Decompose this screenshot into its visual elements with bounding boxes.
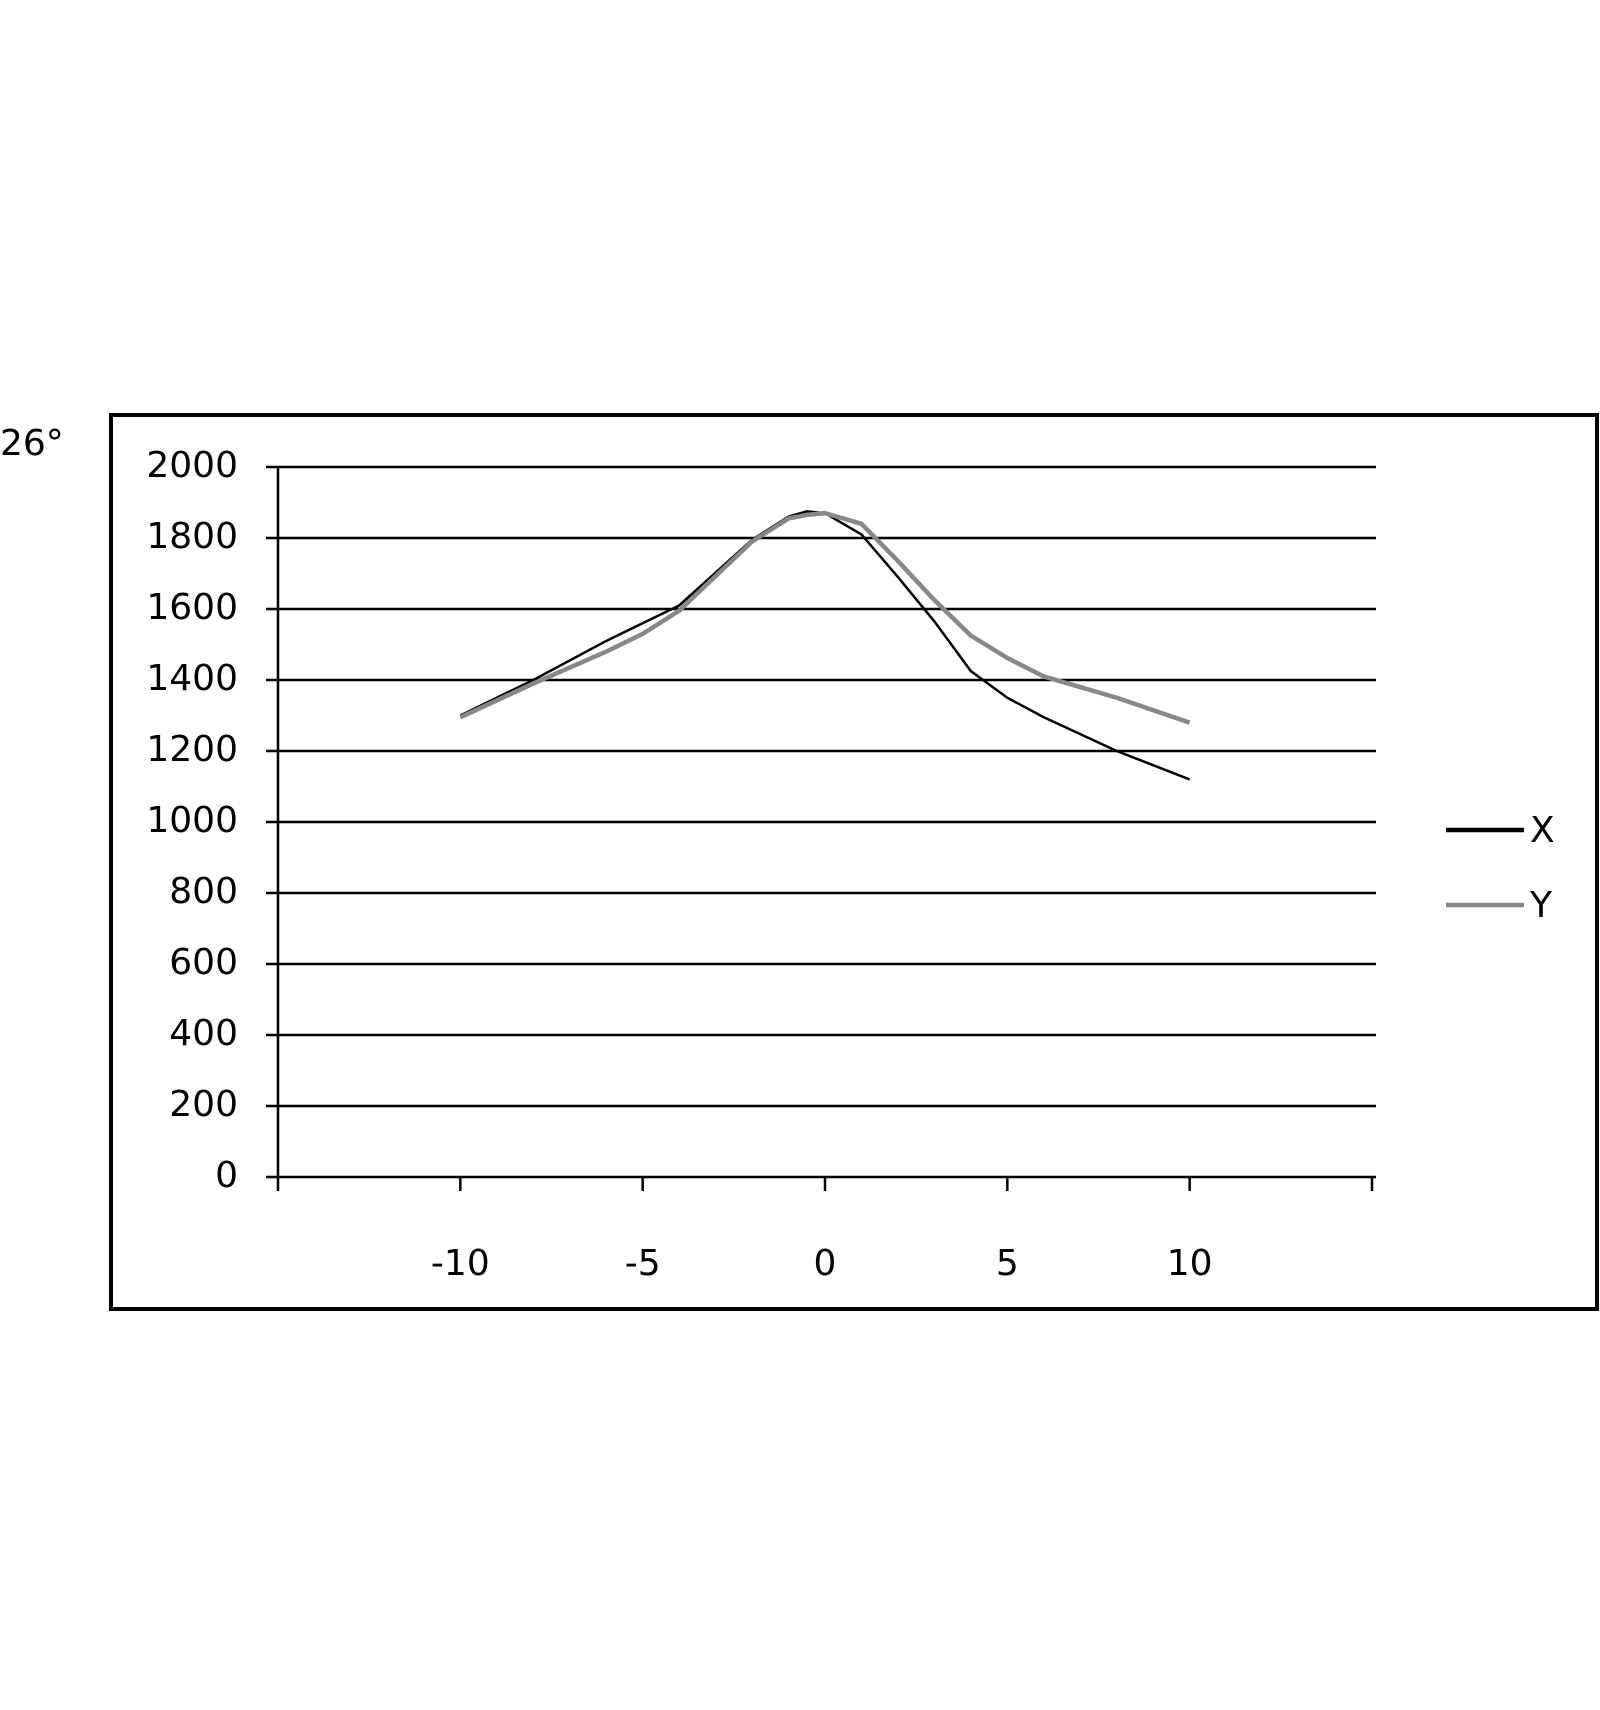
y-tick-label: 800 xyxy=(169,871,238,912)
y-tick-label: 1400 xyxy=(146,658,238,699)
chart-frame xyxy=(109,413,1599,1311)
series-line xyxy=(459,510,1191,725)
y-tick-label: 1600 xyxy=(146,587,238,628)
x-tick-label: -10 xyxy=(431,1243,490,1284)
y-tick-label: 200 xyxy=(169,1084,238,1125)
y-tick-label: 1000 xyxy=(146,800,238,841)
x-tick-label: -5 xyxy=(625,1243,661,1284)
x-tick-label: 0 xyxy=(814,1243,837,1284)
y-tick-label: 600 xyxy=(169,942,238,983)
series-line xyxy=(459,510,1191,781)
y-tick-label: 1200 xyxy=(146,729,238,770)
annotation: 26° xyxy=(0,423,64,464)
y-tick-label: 2000 xyxy=(146,445,238,486)
y-tick-label: 400 xyxy=(169,1013,238,1054)
x-tick-label: 5 xyxy=(996,1243,1019,1284)
legend-label: Y xyxy=(1529,885,1553,926)
x-tick-label: 10 xyxy=(1167,1243,1213,1284)
y-tick-label: 0 xyxy=(215,1155,238,1196)
y-tick-label: 1800 xyxy=(146,516,238,557)
legend-label: X xyxy=(1530,810,1555,851)
